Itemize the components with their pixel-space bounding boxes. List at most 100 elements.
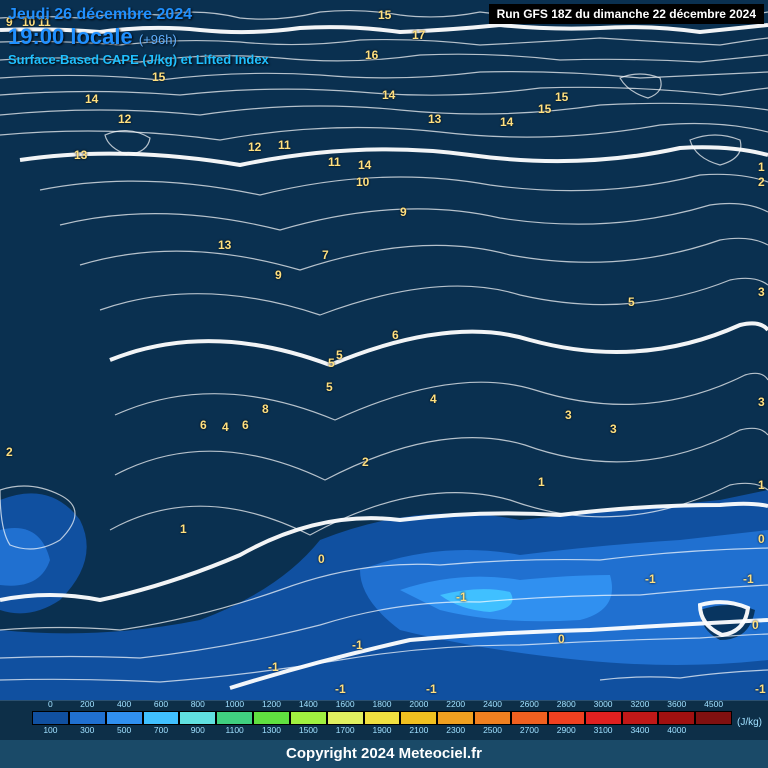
contour-value-label: -1 (335, 682, 346, 696)
contour-value-label: -1 (426, 682, 437, 696)
legend-tick-label: 2500 (474, 725, 511, 735)
legend-color-box (585, 711, 622, 725)
contour-value-label: 5 (336, 348, 343, 362)
contour-value-label: 1 (538, 475, 545, 489)
legend-color-box (32, 711, 69, 725)
legend-tick-label: 0 (32, 699, 69, 709)
legend-tick-label: 1000 (216, 699, 253, 709)
weather-map: 9101115171615141415121513141312111114110… (0, 0, 768, 700)
hour-offset: (+96h) (139, 32, 177, 47)
contour-value-label: 13 (218, 238, 231, 252)
contour-value-label: 1 (758, 160, 765, 174)
contour-value-label: 5 (628, 295, 635, 309)
legend-color-box (216, 711, 253, 725)
legend-tick-label: 2000 (400, 699, 437, 709)
contour-value-label: -1 (268, 660, 279, 674)
contour-value-label: 6 (242, 418, 249, 432)
legend-tick-label: 2800 (548, 699, 585, 709)
legend-color-box (658, 711, 695, 725)
legend-color-box (511, 711, 548, 725)
legend-color-box (69, 711, 106, 725)
legend-tick-label: 3600 (658, 699, 695, 709)
contour-value-label: -1 (755, 682, 766, 696)
contour-value-label: 8 (262, 402, 269, 416)
legend-tick-label: 1600 (327, 699, 364, 709)
legend-tick-label: 800 (179, 699, 216, 709)
contour-value-label: 15 (378, 8, 391, 22)
parameter-title: Surface-Based CAPE (J/kg) et Lifted Inde… (8, 52, 269, 67)
contour-value-label: 0 (752, 618, 759, 632)
legend-tick-label: 100 (32, 725, 69, 735)
legend-color-box (290, 711, 327, 725)
legend-labels-bottom: 1003005007009001100130015001700190021002… (32, 725, 732, 735)
legend-tick-label: 1400 (290, 699, 327, 709)
contour-value-label: -1 (456, 590, 467, 604)
legend-tick-label: 2300 (437, 725, 474, 735)
legend-color-box (400, 711, 437, 725)
contour-value-label: 15 (152, 70, 165, 84)
legend-tick-label: 3000 (585, 699, 622, 709)
legend-color-box (364, 711, 401, 725)
legend-tick-label: 3400 (622, 725, 659, 735)
legend-tick-label: 2400 (474, 699, 511, 709)
contour-value-label: 3 (758, 285, 765, 299)
contour-value-label: 6 (392, 328, 399, 342)
legend-color-box (474, 711, 511, 725)
legend-tick-label: 900 (179, 725, 216, 735)
legend-unit: (J/kg) (737, 717, 762, 728)
legend-color-box (106, 711, 143, 725)
contour-value-label: 15 (538, 102, 551, 116)
legend-tick-label: 1700 (327, 725, 364, 735)
legend-tick-label: 1100 (216, 725, 253, 735)
contour-value-label: 11 (328, 155, 341, 169)
legend-tick-label: 1800 (364, 699, 401, 709)
contour-value-label: 0 (558, 632, 565, 646)
contour-value-label: 2 (362, 455, 369, 469)
legend-tick-label: 3200 (622, 699, 659, 709)
contour-value-label: 3 (610, 422, 617, 436)
contour-value-label: 9 (275, 268, 282, 282)
model-run-info: Run GFS 18Z du dimanche 22 décembre 2024 (489, 4, 764, 24)
legend-tick-label (695, 725, 732, 735)
contour-value-label: 12 (248, 140, 261, 154)
contour-value-label: 3 (565, 408, 572, 422)
contour-value-label: 14 (358, 158, 371, 172)
contour-value-label: 14 (85, 92, 98, 106)
forecast-time: 19:00 locale (+96h) (8, 24, 177, 50)
legend-tick-label: 3100 (585, 725, 622, 735)
contour-value-label: 5 (328, 356, 335, 370)
legend-labels-top: 0200400600800100012001400160018002000220… (32, 699, 732, 709)
contour-value-label: 2 (6, 445, 13, 459)
contour-value-label: 0 (318, 552, 325, 566)
contour-value-label: -1 (352, 638, 363, 652)
legend-color-box (548, 711, 585, 725)
contour-value-label: 3 (758, 395, 765, 409)
contour-value-label: 17 (412, 28, 425, 42)
color-legend: 0200400600800100012001400160018002000220… (0, 700, 768, 740)
legend-tick-label: 2200 (437, 699, 474, 709)
legend-color-box (253, 711, 290, 725)
legend-color-box (179, 711, 216, 725)
forecast-date: Jeudi 26 décembre 2024 (8, 6, 192, 24)
copyright-text: Copyright 2024 Meteociel.fr (0, 740, 768, 768)
legend-tick-label: 4000 (658, 725, 695, 735)
legend-tick-label: 500 (106, 725, 143, 735)
contour-value-label: 13 (428, 112, 441, 126)
contour-value-label: 4 (430, 392, 437, 406)
legend-tick-label: 700 (143, 725, 180, 735)
contour-value-label: 15 (555, 90, 568, 104)
legend-tick-label: 1300 (253, 725, 290, 735)
legend-color-box (695, 711, 732, 725)
contour-value-label: 10 (356, 175, 369, 189)
legend-tick-label: 1900 (364, 725, 401, 735)
contour-value-label: 11 (278, 138, 291, 152)
legend-tick-label: 200 (69, 699, 106, 709)
contour-value-label: -1 (743, 572, 754, 586)
legend-tick-label: 400 (106, 699, 143, 709)
contour-value-label: 14 (500, 115, 513, 129)
legend-tick-label: 2900 (548, 725, 585, 735)
contour-value-label: 14 (382, 88, 395, 102)
contour-value-label: 1 (180, 522, 187, 536)
contour-value-label: 7 (322, 248, 329, 262)
contour-value-label: 0 (758, 532, 765, 546)
